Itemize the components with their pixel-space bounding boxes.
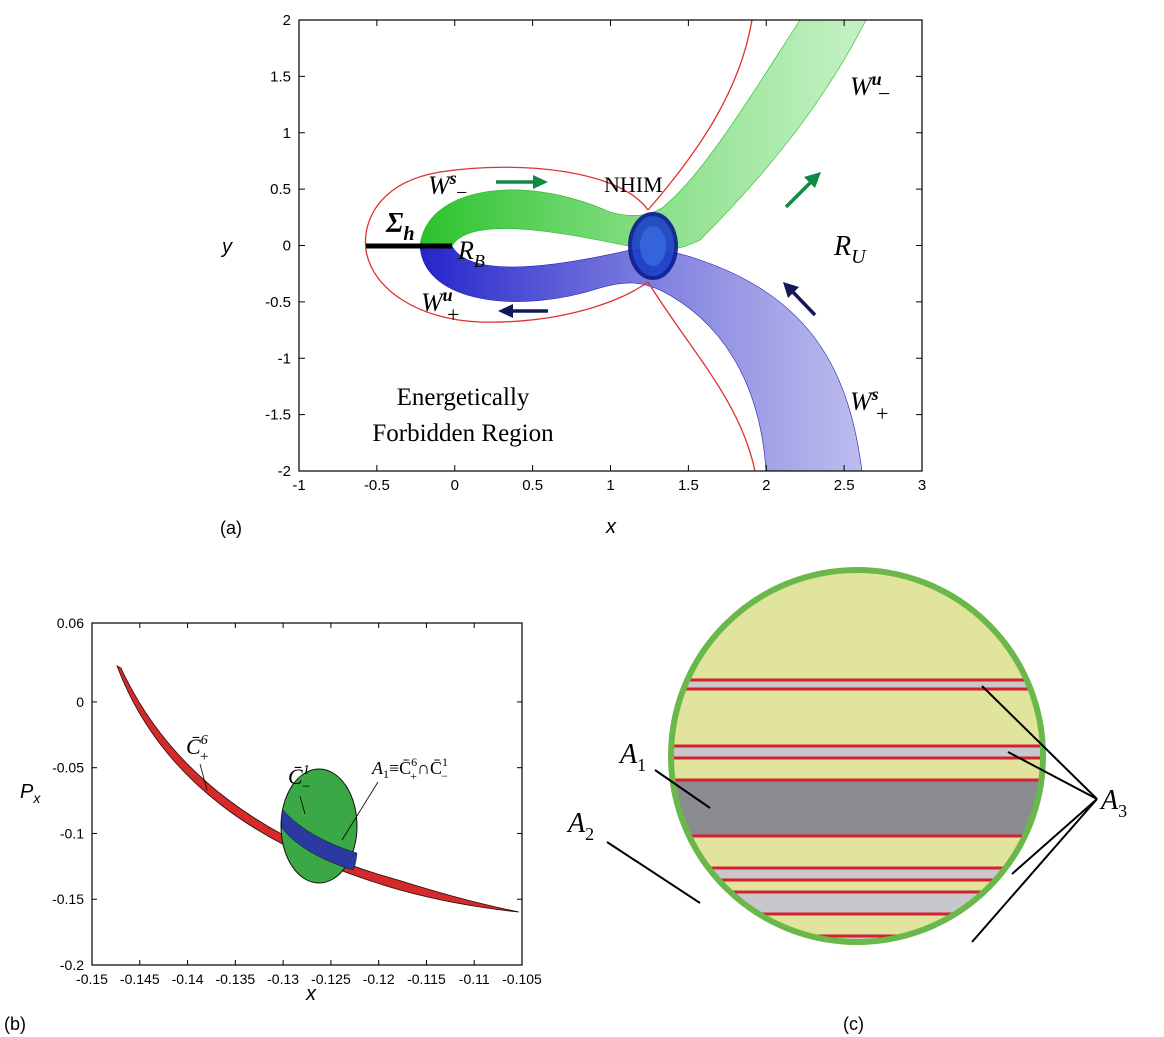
x-tick-label: 3 xyxy=(918,477,926,494)
y-axis-label-b: Px xyxy=(20,781,41,806)
x-tick-label: 2 xyxy=(762,477,770,494)
band-a3-third xyxy=(671,866,1043,882)
a1-expression: A1≡C̄6 +∩C̄1− xyxy=(371,755,448,783)
a1-leader xyxy=(341,781,379,841)
flow-arrow-blue-in xyxy=(783,282,817,317)
flow-arrow-unstable-out xyxy=(784,172,821,209)
y-tick-label: 0 xyxy=(76,694,84,710)
x-tick-label: 0.5 xyxy=(522,477,543,494)
x-tick-label: -0.15 xyxy=(76,971,108,987)
w-minus-s-label: Ws xyxy=(428,168,457,200)
c-plus-6-label: C̄6 xyxy=(186,733,208,759)
y-tick-label: -1.5 xyxy=(265,407,291,424)
crescent-c-plus-6 xyxy=(116,665,520,913)
y-tick-label: -2 xyxy=(278,463,291,480)
nhim-orbit-core xyxy=(640,226,666,266)
c-minus-1-sub: − xyxy=(302,779,310,795)
y-tick-label: -0.1 xyxy=(60,825,84,841)
x-tick-label: -0.11 xyxy=(459,971,490,987)
panel-b: -0.15 -0.145 -0.14 -0.135 -0.13 -0.125 -0.12 -0… xyxy=(4,615,542,1034)
x-axis-label-a: x xyxy=(605,516,617,538)
x-tick-label: -0.115 xyxy=(407,971,446,987)
ru-label: RU xyxy=(833,231,867,268)
w-plus-u-sub: + xyxy=(447,302,459,327)
x-tick-label: -0.105 xyxy=(502,971,542,987)
y-tick-label: -1 xyxy=(278,350,291,367)
a1-pointer xyxy=(654,769,711,809)
a3-pointers xyxy=(971,685,1098,943)
panel-b-label: (b) xyxy=(4,1014,26,1034)
x-tick-label: -0.125 xyxy=(311,971,351,987)
y-axis-label-a: y xyxy=(220,236,233,258)
y-tick-label: 0.06 xyxy=(57,615,84,631)
y-tick-label: 0.5 xyxy=(270,181,291,198)
y-tick-label: -0.2 xyxy=(60,957,84,973)
zero-velocity-curve-upper xyxy=(647,20,753,211)
x-tick-label: -1 xyxy=(292,477,305,494)
x-axis-label-b: x xyxy=(305,983,317,1005)
a2-pointer xyxy=(606,841,701,904)
x-tick-label: -0.145 xyxy=(120,971,160,987)
flow-arrow-stable-in xyxy=(496,175,548,189)
w-plus-u-label: Wu xyxy=(421,285,453,317)
x-tick-label: -0.5 xyxy=(364,477,390,494)
flow-arrow-blue-out xyxy=(498,304,548,318)
forbidden-label-line1: Energetically xyxy=(397,384,530,411)
y-tick-label: 1.5 xyxy=(270,68,291,85)
x-tick-label: 1.5 xyxy=(678,477,699,494)
x-tick-label: 2.5 xyxy=(834,477,855,494)
zero-velocity-curve xyxy=(364,166,756,471)
axes-frame-b xyxy=(91,622,523,966)
y-tick-label: -0.5 xyxy=(265,294,291,311)
panel-a-plot xyxy=(364,20,867,471)
c-plus-6-leader xyxy=(199,763,208,791)
disk-border xyxy=(668,567,1046,945)
band-a1 xyxy=(671,778,1043,838)
x-tick-label: -0.14 xyxy=(172,971,204,987)
x-tick-label: 0 xyxy=(451,477,459,494)
disk-bands xyxy=(671,678,1043,942)
y-tick-label: 0 xyxy=(283,238,291,255)
c-minus-1-leader xyxy=(299,795,306,815)
forbidden-label-line2: Forbidden Region xyxy=(372,420,554,447)
x-tick-label: 1 xyxy=(606,477,614,494)
y-tick-label: -0.15 xyxy=(52,891,84,907)
panel-c-label: (c) xyxy=(843,1014,864,1034)
band-a3-second xyxy=(671,744,1043,760)
panel-a-label: (a) xyxy=(220,518,242,538)
panel-c: A1 A2 A3 (c) xyxy=(566,567,1127,1034)
overlap-a1 xyxy=(281,809,358,871)
w-minus-u-label: Wu xyxy=(850,69,882,101)
w-plus-s-sub: + xyxy=(876,401,888,426)
w-minus-u-sub: − xyxy=(878,81,890,106)
a1-label: A1 xyxy=(618,739,646,775)
x-tick-label: -0.12 xyxy=(363,971,395,987)
ticks-a: -1 -0.5 0 0.5 1 1.5 2 2.5 3 2 1.5 1 0.5 0 -0.5 -1 -1.5 -2 xyxy=(265,12,926,494)
rb-label: RB xyxy=(457,236,485,271)
w-plus-s-label: Ws xyxy=(850,384,879,416)
panel-a: -1 -0.5 0 0.5 1 1.5 2 2.5 3 2 1.5 1 0.5 0 -0.5 -1 -1.5 -2… xyxy=(220,12,926,538)
y-tick-label: 2 xyxy=(283,12,291,29)
y-tick-label: -0.05 xyxy=(52,760,84,776)
a2-label: A2 xyxy=(566,808,594,844)
x-tick-label: -0.135 xyxy=(215,971,255,987)
w-minus-s-sub: − xyxy=(456,182,467,204)
y-tick-label: 1 xyxy=(283,125,291,142)
nhim-label: NHIM xyxy=(604,172,663,197)
ticks-b: -0.15 -0.145 -0.14 -0.135 -0.13 -0.125 -0.12 -0… xyxy=(52,615,542,987)
c-plus-6-sub: + xyxy=(200,749,208,765)
c-minus-1-label: C̄1 xyxy=(288,763,310,789)
x-tick-label: -0.13 xyxy=(267,971,299,987)
a3-label: A3 xyxy=(1099,785,1127,821)
sigma-h-label: Σh xyxy=(385,208,414,245)
band-a3-top xyxy=(671,678,1043,691)
